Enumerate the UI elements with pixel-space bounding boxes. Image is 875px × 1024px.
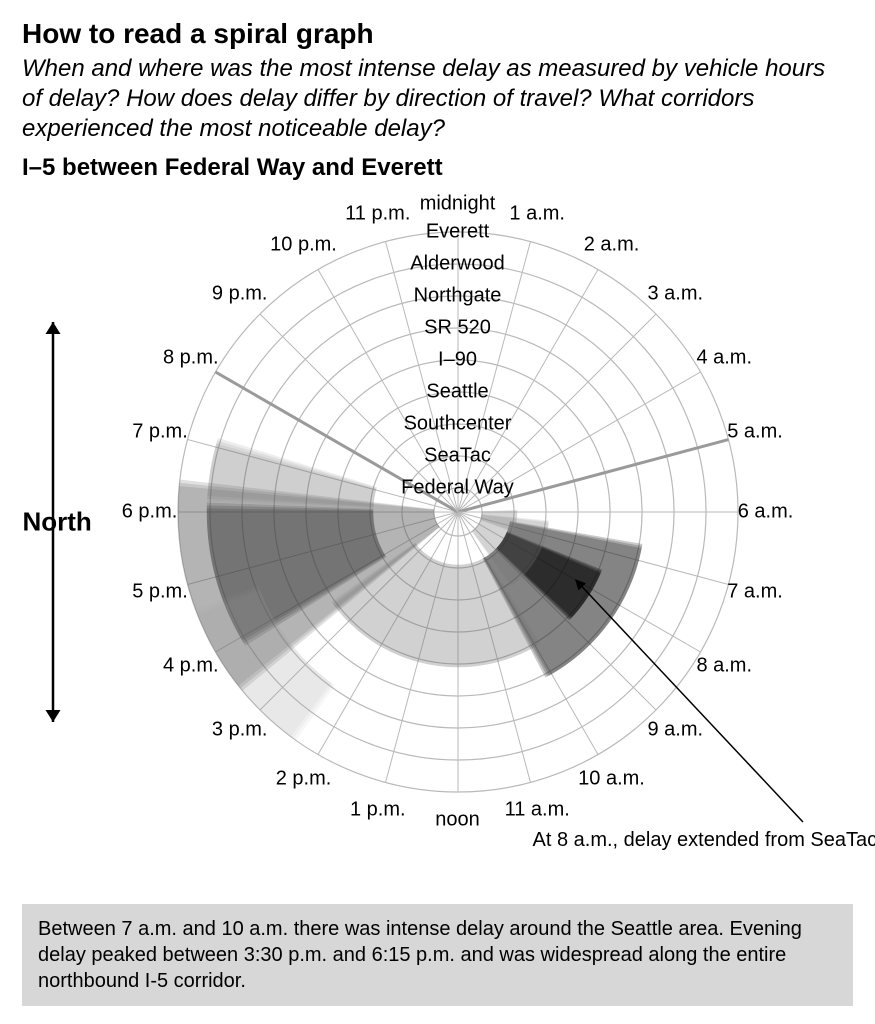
hour-label: 2 a.m. <box>584 234 640 257</box>
location-label: Federal Way <box>401 477 514 500</box>
hour-label: 3 a.m. <box>647 283 703 306</box>
caption-box: Between 7 a.m. and 10 a.m. there was int… <box>22 904 853 1006</box>
hour-label: 3 p.m. <box>212 718 268 741</box>
hour-label: 9 a.m. <box>647 718 703 741</box>
hour-label: noon <box>435 809 480 832</box>
corridor-title: I–5 between Federal Way and Everett <box>22 154 853 182</box>
hour-label: 10 p.m. <box>270 234 337 257</box>
hour-label: 2 p.m. <box>276 767 332 790</box>
hour-label: 6 a.m. <box>738 501 794 524</box>
location-label: SeaTac <box>424 445 491 468</box>
location-label: Northgate <box>414 285 502 308</box>
hour-label: 6 p.m. <box>122 501 178 524</box>
hour-label: 8 p.m. <box>163 347 219 370</box>
caption-text: Between 7 a.m. and 10 a.m. there was int… <box>38 918 802 992</box>
hour-label: 7 a.m. <box>727 580 783 603</box>
hour-label: 5 a.m. <box>727 421 783 444</box>
hour-label: 11 a.m. <box>505 798 570 821</box>
hour-label: 11 p.m. <box>345 203 410 226</box>
hour-label: 1 p.m. <box>350 798 406 821</box>
page-subtitle: When and where was the most intense dela… <box>22 54 842 144</box>
hour-label: 4 p.m. <box>163 655 219 678</box>
spiral-chart: North At 8 a.m., delay extended from Sea… <box>23 182 853 882</box>
hour-label: 10 a.m. <box>578 767 645 790</box>
location-label: Seattle <box>426 381 488 404</box>
location-label: Southcenter <box>404 413 512 436</box>
hour-label: midnight <box>420 193 496 216</box>
location-label: Everett <box>426 221 489 244</box>
hour-label: 5 p.m. <box>132 580 188 603</box>
location-label: I–90 <box>438 349 477 372</box>
hour-label: 4 a.m. <box>696 347 752 370</box>
location-label: Alderwood <box>410 253 505 276</box>
page-title: How to read a spiral graph <box>22 18 853 50</box>
hour-label: 7 p.m. <box>132 421 188 444</box>
hour-label: 8 a.m. <box>696 655 752 678</box>
location-label: SR 520 <box>424 317 491 340</box>
north-direction-label: North <box>23 507 92 538</box>
annotation-text: At 8 a.m., delay extended from SeaTac to… <box>533 828 875 852</box>
hour-label: 9 p.m. <box>212 283 268 306</box>
hour-label: 1 a.m. <box>509 203 565 226</box>
